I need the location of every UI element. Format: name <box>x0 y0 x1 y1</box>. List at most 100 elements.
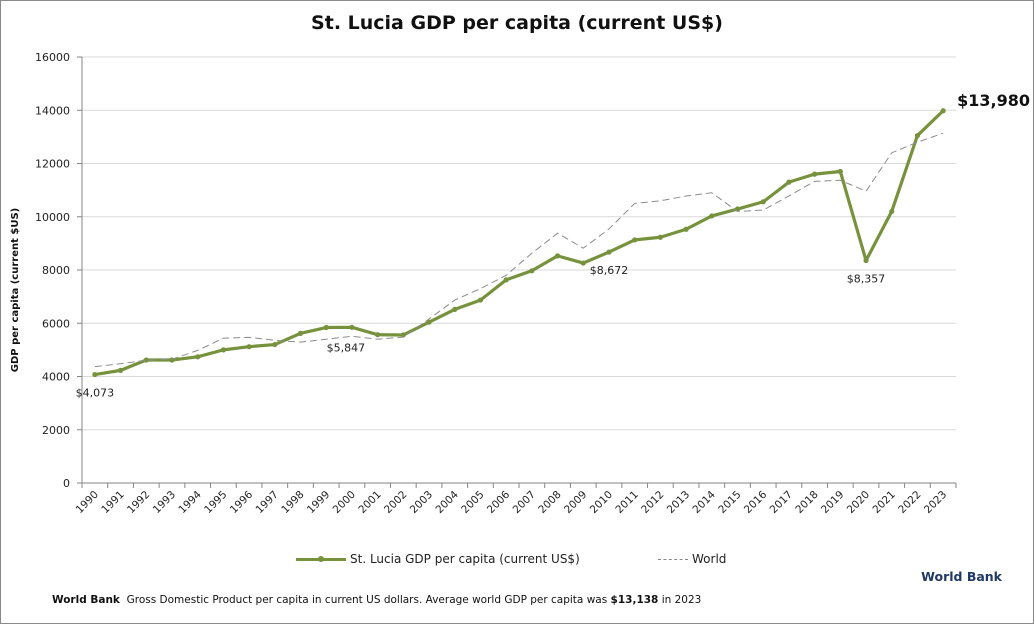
data-label: $4,073 <box>76 387 115 400</box>
y-tick-label: 12000 <box>35 158 70 171</box>
data-point <box>143 357 149 363</box>
data-label: $5,847 <box>327 341 366 354</box>
footnote-text: Gross Domestic Product per capita in cur… <box>126 594 611 606</box>
x-tick-label: 2000 <box>331 489 358 516</box>
x-tick-label: 1990 <box>74 489 101 516</box>
footnote-source: World Bank <box>52 594 120 606</box>
x-tick-label: 2017 <box>768 489 795 516</box>
x-tick-label: 1991 <box>99 489 126 516</box>
x-tick-label: 1992 <box>125 489 152 516</box>
x-tick-label: 2007 <box>511 489 538 516</box>
x-tick-label: 2022 <box>896 489 923 516</box>
data-point <box>940 108 946 114</box>
data-point <box>812 171 818 177</box>
y-tick-label: 6000 <box>42 317 70 330</box>
series-line-world <box>94 132 944 368</box>
x-tick-label: 2014 <box>691 488 719 516</box>
y-tick-label: 10000 <box>35 211 70 224</box>
data-point <box>529 268 535 274</box>
data-label: $13,980 <box>957 91 1030 110</box>
data-labels: $4,073 $5,847 $8,672 $8,357 $13,980 <box>76 91 1030 400</box>
x-tick-label: 2020 <box>845 489 872 516</box>
data-point <box>426 319 432 325</box>
series-line-st-lucia <box>94 109 945 377</box>
x-tick-label: 2015 <box>716 489 743 516</box>
data-point <box>117 367 124 373</box>
legend-label-st-lucia: St. Lucia GDP per capita (current US$) <box>350 552 580 566</box>
x-tick-label: 2010 <box>588 489 615 516</box>
data-point <box>632 237 638 243</box>
data-point <box>195 354 201 360</box>
y-tick-label: 16000 <box>35 51 70 64</box>
data-point <box>297 330 304 336</box>
x-tick-label: 2021 <box>870 489 897 516</box>
legend-item-world: World <box>658 552 726 566</box>
data-point <box>477 297 484 303</box>
x-tick-label: 1995 <box>202 489 229 516</box>
y-tick-label: 4000 <box>42 371 70 384</box>
data-point <box>375 332 381 338</box>
x-tick-label: 2018 <box>793 489 820 516</box>
data-point <box>349 324 355 330</box>
data-point <box>837 168 843 175</box>
x-tick-label: 1994 <box>176 488 204 516</box>
y-tick-label: 2000 <box>42 424 70 437</box>
x-tick-label: 2012 <box>639 489 666 516</box>
legend-item-st-lucia: St. Lucia GDP per capita (current US$) <box>296 552 580 566</box>
data-point <box>452 306 458 313</box>
x-tick-label: 2023 <box>922 489 949 516</box>
y-tick-label: 8000 <box>42 264 70 277</box>
x-tick-label: 2008 <box>536 489 563 516</box>
footnote-suffix: in 2023 <box>658 594 702 606</box>
data-point <box>92 371 98 378</box>
y-tick-label: 0 <box>63 477 70 490</box>
x-tick-label: 2003 <box>408 489 435 516</box>
data-point <box>760 199 766 205</box>
footnote-highlight: $13,138 <box>610 594 659 606</box>
gridlines <box>82 56 956 431</box>
data-point <box>914 132 921 139</box>
x-tick-label: 2004 <box>433 488 461 516</box>
data-point <box>863 257 869 264</box>
legend-swatch-st-lucia <box>296 555 346 562</box>
x-tick-label: 2001 <box>356 489 383 516</box>
x-tick-label: 2013 <box>665 489 692 516</box>
series-lines <box>92 108 946 378</box>
data-point <box>606 249 612 255</box>
x-tick-label: 2016 <box>742 488 770 516</box>
x-tick-label: 2019 <box>819 489 846 516</box>
data-point <box>400 332 406 338</box>
x-tick-label: 2006 <box>485 488 513 516</box>
x-tick-label: 1993 <box>151 489 178 516</box>
x-tick-label: 1997 <box>254 489 281 516</box>
x-tick-labels: 1990199119921993199419951996199719981999… <box>74 488 950 516</box>
axes <box>77 56 957 488</box>
data-point <box>246 344 252 350</box>
data-point <box>220 347 226 353</box>
legend-label-world: World <box>692 552 727 566</box>
x-tick-label: 2009 <box>562 489 589 516</box>
data-point <box>503 277 509 283</box>
x-tick-label: 2002 <box>382 489 409 516</box>
legend-swatch-world <box>658 558 688 560</box>
y-tick-label: 14000 <box>35 104 70 117</box>
data-point <box>709 213 715 219</box>
data-point <box>323 324 329 331</box>
data-point <box>786 179 792 185</box>
x-tick-label: 1999 <box>305 489 332 516</box>
data-point <box>554 253 561 259</box>
data-point <box>580 260 586 266</box>
data-label: $8,357 <box>847 272 886 285</box>
data-point <box>683 226 689 232</box>
x-tick-label: 1996 <box>228 488 256 516</box>
x-tick-label: 2011 <box>613 489 640 516</box>
footnote: World Bank Gross Domestic Product per ca… <box>52 594 701 606</box>
data-point <box>889 208 895 215</box>
y-tick-labels: 0 2000 4000 6000 8000 10000 12000 14000 16000 <box>35 51 70 490</box>
source-label: World Bank <box>921 569 1002 584</box>
data-point <box>272 341 278 348</box>
data-point <box>657 234 663 240</box>
data-label: $8,672 <box>590 264 629 277</box>
